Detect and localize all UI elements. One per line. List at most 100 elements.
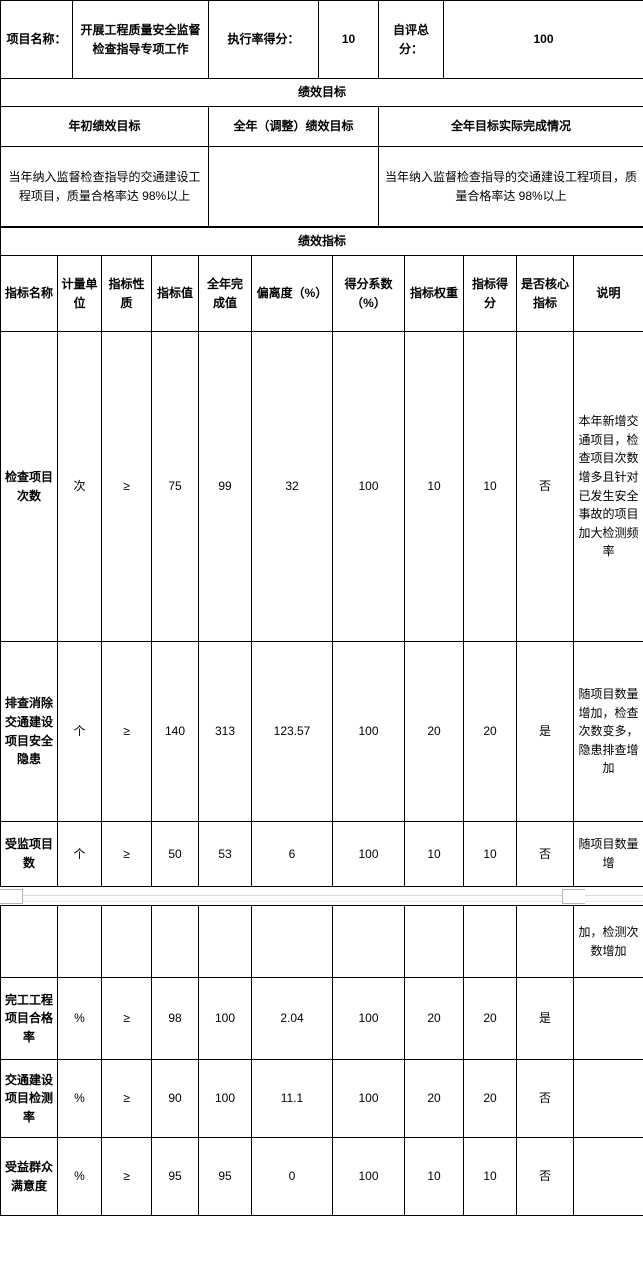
indicator-weight: 10 bbox=[404, 821, 464, 887]
goals-section-title: 绩效目标 bbox=[0, 78, 643, 107]
table-row-continuation: 加，检测次数增加 bbox=[0, 905, 643, 978]
indicator-deviation: 123.57 bbox=[251, 641, 333, 822]
indicator-coefficient: 100 bbox=[332, 977, 405, 1060]
goals-header-initial: 年初绩效目标 bbox=[0, 106, 209, 147]
indicators-section-title-row: 绩效指标 bbox=[0, 227, 643, 256]
indicator-unit: % bbox=[57, 977, 102, 1060]
col-header-actual: 全年完成值 bbox=[198, 255, 252, 332]
indicator-target: 95 bbox=[151, 1137, 199, 1216]
indicator-actual: 95 bbox=[198, 1137, 252, 1216]
col-header-weight: 指标权重 bbox=[404, 255, 464, 332]
goals-header-actual: 全年目标实际完成情况 bbox=[378, 106, 643, 147]
indicator-score: 10 bbox=[463, 821, 517, 887]
indicator-coefficient: 100 bbox=[332, 1059, 405, 1138]
indicator-unit: 个 bbox=[57, 641, 102, 822]
indicator-note: 随项目数量增 bbox=[572, 821, 643, 887]
indicator-weight: 20 bbox=[404, 977, 464, 1060]
execution-rate-label: 执行率得分： bbox=[208, 0, 319, 79]
col-header-core: 是否核心指标 bbox=[516, 255, 574, 332]
continuation-core bbox=[516, 905, 574, 978]
table-row: 完工工程项目合格率 % ≥ 98 100 2.04 100 20 20 是 bbox=[0, 977, 643, 1060]
indicator-coefficient: 100 bbox=[332, 641, 405, 822]
goals-initial-value: 当年纳入监督检查指导的交通建设工程项目，质量合格率达 98%以上 bbox=[0, 146, 209, 227]
indicator-actual: 99 bbox=[198, 331, 252, 642]
indicator-core: 否 bbox=[516, 1137, 574, 1216]
execution-rate-value: 10 bbox=[318, 0, 379, 79]
table-row: 排查消除交通建设项目安全隐患 个 ≥ 140 313 123.57 100 20… bbox=[0, 641, 643, 822]
indicator-coefficient: 100 bbox=[332, 821, 405, 887]
indicator-nature: ≥ bbox=[101, 641, 152, 822]
indicator-unit: 个 bbox=[57, 821, 102, 887]
indicator-note bbox=[573, 1137, 643, 1216]
performance-table-part1: 项目名称： 开展工程质量安全监督检查指导专项工作 执行率得分： 10 自评总分：… bbox=[0, 0, 643, 227]
indicator-coefficient: 100 bbox=[332, 1137, 405, 1216]
goals-body-row: 当年纳入监督检查指导的交通建设工程项目，质量合格率达 98%以上 当年纳入监督检… bbox=[0, 146, 643, 227]
goals-section-title-row: 绩效目标 bbox=[0, 78, 643, 107]
col-header-unit: 计量单位 bbox=[57, 255, 102, 332]
indicator-note: 本年新增交通项目，检查项目次数增多且针对已发生安全事故的项目加大检测频率 bbox=[572, 331, 643, 642]
indicator-unit: 次 bbox=[57, 331, 102, 642]
continuation-score bbox=[463, 905, 517, 978]
indicator-name: 排查消除交通建设项目安全隐患 bbox=[0, 641, 58, 822]
indicator-note: 随项目数量增加，检查次数变多，隐患排查增加 bbox=[572, 641, 643, 822]
goals-actual-value: 当年纳入监督检查指导的交通建设工程项目，质量合格率达 98%以上 bbox=[378, 146, 643, 227]
page-margin-marker-left bbox=[0, 889, 23, 904]
self-score-value: 100 bbox=[443, 0, 643, 79]
indicator-core: 否 bbox=[516, 1059, 574, 1138]
indicator-core: 否 bbox=[516, 331, 574, 642]
col-header-target: 指标值 bbox=[151, 255, 199, 332]
indicator-coefficient: 100 bbox=[332, 331, 405, 642]
goals-header-row: 年初绩效目标 全年（调整）绩效目标 全年目标实际完成情况 bbox=[0, 106, 643, 147]
page-break-separator bbox=[0, 887, 643, 905]
indicator-actual: 100 bbox=[198, 1059, 252, 1138]
indicator-score: 20 bbox=[463, 1059, 517, 1138]
indicator-name: 检查项目次数 bbox=[0, 331, 58, 642]
indicator-nature: ≥ bbox=[101, 821, 152, 887]
goals-header-adjusted: 全年（调整）绩效目标 bbox=[208, 106, 379, 147]
indicator-nature: ≥ bbox=[101, 331, 152, 642]
table-row: 检查项目次数 次 ≥ 75 99 32 100 10 10 否 本年新增交通项目… bbox=[0, 331, 643, 642]
indicator-weight: 10 bbox=[404, 331, 464, 642]
indicator-name: 受益群众满意度 bbox=[0, 1137, 58, 1216]
continuation-deviation bbox=[251, 905, 333, 978]
indicator-target: 75 bbox=[151, 331, 199, 642]
col-header-score: 指标得分 bbox=[463, 255, 517, 332]
indicator-target: 90 bbox=[151, 1059, 199, 1138]
indicator-actual: 313 bbox=[198, 641, 252, 822]
performance-table-part2: 绩效指标 指标名称 计量单位 指标性质 指标值 全年完成值 偏离度（%） 得分系… bbox=[0, 227, 643, 887]
indicator-deviation: 2.04 bbox=[251, 977, 333, 1060]
indicator-deviation: 6 bbox=[251, 821, 333, 887]
page-margin-marker-right bbox=[562, 889, 585, 904]
indicator-actual: 53 bbox=[198, 821, 252, 887]
indicator-score: 10 bbox=[463, 331, 517, 642]
col-header-nature: 指标性质 bbox=[101, 255, 152, 332]
project-name-value: 开展工程质量安全监督检查指导专项工作 bbox=[72, 0, 209, 79]
col-header-name: 指标名称 bbox=[0, 255, 58, 332]
continuation-target bbox=[151, 905, 199, 978]
indicator-deviation: 0 bbox=[251, 1137, 333, 1216]
indicator-nature: ≥ bbox=[101, 1059, 152, 1138]
indicator-weight: 10 bbox=[404, 1137, 464, 1216]
performance-table-part3: 加，检测次数增加 完工工程项目合格率 % ≥ 98 100 2.04 100 2… bbox=[0, 905, 643, 1216]
col-header-coefficient: 得分系数（%） bbox=[332, 255, 405, 332]
goals-adjusted-value bbox=[208, 146, 379, 227]
continuation-name bbox=[0, 905, 58, 978]
col-header-deviation: 偏离度（%） bbox=[251, 255, 333, 332]
indicator-weight: 20 bbox=[404, 1059, 464, 1138]
indicator-name: 完工工程项目合格率 bbox=[0, 977, 58, 1060]
performance-evaluation-page: 项目名称： 开展工程质量安全监督检查指导专项工作 执行率得分： 10 自评总分：… bbox=[0, 0, 643, 1216]
indicator-name: 交通建设项目检测率 bbox=[0, 1059, 58, 1138]
indicator-note-continued: 加，检测次数增加 bbox=[573, 905, 643, 978]
indicator-weight: 20 bbox=[404, 641, 464, 822]
indicator-note bbox=[573, 977, 643, 1060]
indicator-deviation: 11.1 bbox=[251, 1059, 333, 1138]
self-score-label: 自评总分： bbox=[378, 0, 444, 79]
indicator-target: 140 bbox=[151, 641, 199, 822]
page-break-line bbox=[0, 895, 643, 896]
indicator-target: 50 bbox=[151, 821, 199, 887]
indicator-score: 10 bbox=[463, 1137, 517, 1216]
project-name-label: 项目名称： bbox=[0, 0, 73, 79]
continuation-unit bbox=[57, 905, 102, 978]
indicator-name: 受监项目数 bbox=[0, 821, 58, 887]
indicator-deviation: 32 bbox=[251, 331, 333, 642]
